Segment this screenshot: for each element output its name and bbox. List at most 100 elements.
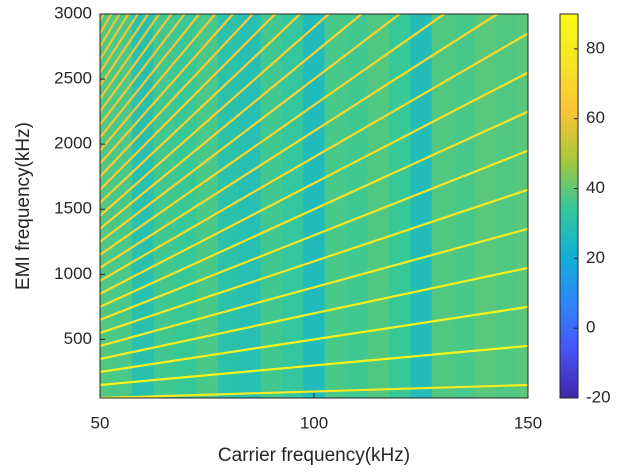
harmonic-line [100, 14, 201, 139]
colorbar-swatch [560, 86, 578, 91]
colorbar-swatch [560, 114, 578, 119]
harmonic-line [100, 32, 528, 282]
colorbar-swatch [560, 118, 578, 123]
colorbar-swatch [560, 98, 578, 103]
harmonic-line [100, 14, 235, 165]
colorbar-swatch [560, 394, 578, 399]
colorbar-tick-label: 60 [586, 108, 605, 127]
harmonic-line [100, 188, 528, 334]
colorbar-swatch [560, 294, 578, 299]
background-cell [132, 14, 154, 398]
colorbar-swatch [560, 34, 578, 39]
colorbar-swatch [560, 310, 578, 315]
colorbar-swatch [560, 286, 578, 291]
colorbar-swatch [560, 214, 578, 219]
colorbar-swatch [560, 314, 578, 319]
colorbar-swatch [560, 138, 578, 143]
colorbar-swatch [560, 250, 578, 255]
colorbar-swatch [560, 318, 578, 323]
colorbar-frame [559, 13, 579, 399]
colorbar-tick-label: 40 [586, 178, 605, 197]
colorbar-swatch [560, 346, 578, 351]
harmonic-line [100, 344, 528, 387]
colorbar-swatch [560, 162, 578, 167]
colorbar-swatch [560, 170, 578, 175]
colorbar-swatch [560, 246, 578, 251]
colorbar-swatch [560, 298, 578, 303]
background-cell [239, 14, 261, 398]
colorbar-tick-label: 80 [586, 38, 605, 57]
harmonic-line [100, 149, 528, 321]
colorbar-swatch [560, 106, 578, 111]
colorbar-swatch [560, 234, 578, 239]
background-cell [281, 14, 304, 398]
colorbar-swatch [560, 62, 578, 67]
colorbar-swatch [560, 50, 578, 55]
colorbar-swatch [560, 70, 578, 75]
colorbar-swatch [560, 266, 578, 271]
colorbar-swatch [560, 190, 578, 195]
colorbar-swatch [560, 158, 578, 163]
colorbar-swatch [560, 370, 578, 375]
colorbar-swatch [560, 290, 578, 295]
colorbar-swatch [560, 166, 578, 171]
harmonic-line [100, 14, 217, 152]
y-tick-label: 1000 [54, 264, 92, 283]
colorbar-swatch [560, 382, 578, 387]
colorbar-swatch [560, 358, 578, 363]
colorbar-swatch [560, 54, 578, 59]
x-axis-label: Carrier frequency(kHz) [218, 445, 410, 466]
colorbar-swatch [560, 238, 578, 243]
colorbar-swatch [560, 26, 578, 31]
colorbar-swatch [560, 330, 578, 335]
colorbar-swatch [560, 74, 578, 79]
colorbar-swatch [560, 130, 578, 135]
y-tick-label: 2000 [54, 134, 92, 153]
colorbar-swatch [560, 58, 578, 63]
harmonic-line [100, 14, 447, 256]
colorbar-swatch [560, 146, 578, 151]
colorbar-swatch [560, 210, 578, 215]
colorbar-swatch [560, 142, 578, 147]
background-cell [431, 14, 454, 398]
background-cell [100, 14, 112, 398]
background-cell [324, 14, 347, 398]
x-tick-label: 100 [300, 413, 328, 432]
colorbar-swatch [560, 274, 578, 279]
colorbar-swatch [560, 350, 578, 355]
harmonic-line [100, 383, 528, 398]
colorbar-swatch [560, 326, 578, 331]
colorbar-swatch [560, 258, 578, 263]
harmonic-line [100, 305, 528, 374]
y-tick-label: 1500 [54, 199, 92, 218]
y-tick-label: 3000 [54, 3, 92, 22]
colorbar-swatch [560, 182, 578, 187]
harmonic-line [100, 14, 277, 191]
colorbar-swatch [560, 18, 578, 23]
colorbar-swatch [560, 342, 578, 347]
colorbar-swatch [560, 42, 578, 47]
background-cell [453, 14, 475, 398]
colorbar-swatch [560, 226, 578, 231]
harmonic-line [100, 110, 528, 308]
colorbar-swatch [560, 30, 578, 35]
background-cell [410, 14, 433, 398]
colorbar-swatch [560, 134, 578, 139]
colorbar-swatch [560, 282, 578, 287]
colorbar-swatch [560, 110, 578, 115]
harmonic-line [100, 227, 528, 347]
colorbar-swatch [560, 14, 578, 19]
colorbar-swatch [560, 242, 578, 247]
colorbar-swatch [560, 38, 578, 43]
y-axis-label: EMI frequency(kHz) [13, 122, 34, 290]
colorbar-swatch [560, 94, 578, 99]
colorbar-swatch [560, 390, 578, 395]
harmonic-line [100, 14, 500, 269]
colorbar-swatch [560, 82, 578, 87]
colorbar-swatch [560, 338, 578, 343]
harmonic-line [100, 14, 255, 178]
colorbar-swatch [560, 302, 578, 307]
background-cell [474, 14, 497, 398]
colorbar-swatch [560, 194, 578, 199]
